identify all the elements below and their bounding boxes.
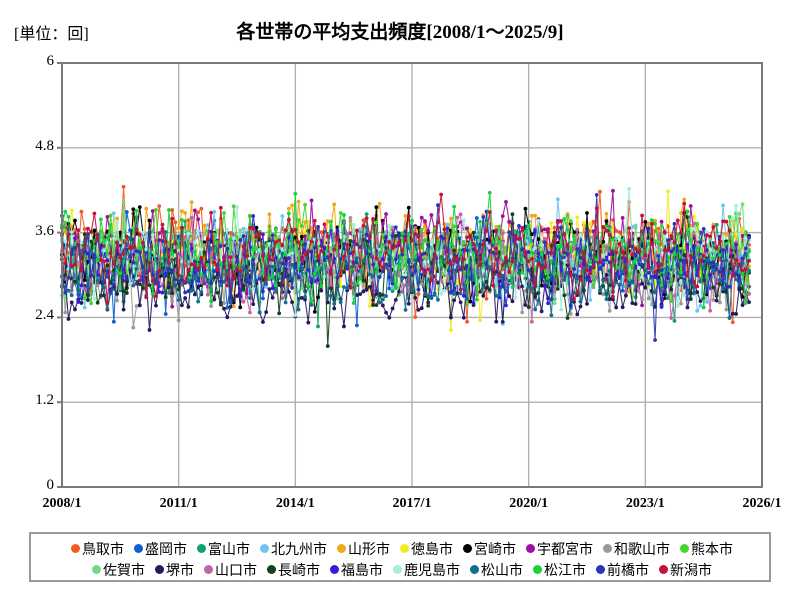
x-tick-label: 2020/1	[509, 496, 549, 511]
y-tick-label: 0	[46, 477, 55, 493]
legend-marker-icon	[197, 544, 206, 553]
legend-label: 徳島市	[411, 540, 453, 557]
legend-item[interactable]: 盛岡市	[134, 539, 187, 559]
legend-label: 福島市	[341, 561, 383, 578]
legend-marker-icon	[533, 565, 542, 574]
legend-label: 前橋市	[607, 561, 649, 578]
x-tick-label: 2014/1	[275, 496, 315, 511]
legend-marker-icon	[260, 544, 269, 553]
legend-marker-icon	[470, 565, 479, 574]
legend-label: 山形市	[348, 540, 390, 557]
legend-item[interactable]: 宇都宮市	[526, 539, 593, 559]
legend-marker-icon	[526, 544, 535, 553]
legend-item[interactable]: 福島市	[330, 560, 383, 580]
y-tick-label: 1.2	[35, 392, 54, 409]
legend-label: 和歌山市	[614, 540, 670, 557]
legend-item[interactable]: 和歌山市	[603, 539, 670, 559]
legend-label: 鳥取市	[82, 540, 124, 557]
legend-item[interactable]: 堺市	[155, 560, 194, 580]
legend-item[interactable]: 前橋市	[596, 560, 649, 580]
legend-label: 盛岡市	[145, 540, 187, 557]
x-tick-label: 2008/1	[42, 496, 82, 511]
legend-marker-icon	[680, 544, 689, 553]
series-19	[60, 192, 751, 305]
legend-marker-icon	[267, 565, 276, 574]
legend-marker-icon	[400, 544, 409, 553]
legend-label: 富山市	[208, 540, 250, 557]
legend-item[interactable]: 鹿児島市	[393, 560, 460, 580]
legend-label: 宮崎市	[474, 540, 516, 557]
y-tick-label: 3.6	[35, 222, 54, 239]
legend-item[interactable]: 富山市	[197, 539, 250, 559]
legend-marker-icon	[393, 565, 402, 574]
legend-item[interactable]: 山口市	[204, 560, 257, 580]
legend-label: 熊本市	[691, 540, 733, 557]
legend-marker-icon	[603, 544, 612, 553]
legend-label: 松江市	[544, 561, 586, 578]
legend-label: 宇都宮市	[537, 540, 593, 557]
legend-marker-icon	[155, 565, 164, 574]
legend-marker-icon	[596, 565, 605, 574]
y-tick-label: 2.4	[35, 307, 54, 324]
y-tick-label: 4.8	[35, 137, 54, 154]
legend-item[interactable]: 宮崎市	[463, 539, 516, 559]
legend-row-2: 佐賀市 堺市 山口市 長崎市 福島市 鹿児島市 松山市 松江市 前橋市 新潟市	[31, 559, 773, 580]
legend-marker-icon	[337, 544, 346, 553]
legend-label: 新潟市	[670, 561, 712, 578]
y-tick-label: 6	[46, 53, 55, 69]
legend-item[interactable]: 山形市	[337, 539, 390, 559]
legend-marker-icon	[134, 544, 143, 553]
plot-svg	[57, 62, 763, 488]
x-tick-label: 2026/1	[742, 496, 782, 511]
legend-label: 山口市	[215, 561, 257, 578]
legend-label: 堺市	[166, 561, 194, 578]
legend-marker-icon	[71, 544, 80, 553]
legend-item[interactable]: 新潟市	[659, 560, 712, 580]
legend-item[interactable]: 熊本市	[680, 539, 733, 559]
unit-label: [単位：回]	[14, 26, 89, 43]
legend-marker-icon	[330, 565, 339, 574]
legend-label: 北九州市	[271, 540, 327, 557]
legend-label: 鹿児島市	[404, 561, 460, 578]
chart-legend: 鳥取市 盛岡市 富山市 北九州市 山形市 徳島市 宮崎市 宇都宮市 和歌山市 熊本市 佐賀市 堺市 山…	[29, 532, 771, 582]
x-tick-label: 2023/1	[625, 496, 665, 511]
legend-marker-icon	[659, 565, 668, 574]
legend-item[interactable]: 松江市	[533, 560, 586, 580]
legend-label: 長崎市	[278, 561, 320, 578]
x-tick-label: 2017/1	[392, 496, 432, 511]
legend-item[interactable]: 徳島市	[400, 539, 453, 559]
legend-marker-icon	[204, 565, 213, 574]
legend-label: 松山市	[481, 561, 523, 578]
legend-label: 佐賀市	[103, 561, 145, 578]
chart-title: 各世帯の平均支出頻度[2008/1～2025/9]	[236, 22, 564, 43]
legend-item[interactable]: 北九州市	[260, 539, 327, 559]
legend-marker-icon	[463, 544, 472, 553]
legend-item[interactable]: 佐賀市	[92, 560, 145, 580]
x-tick-label: 2011/1	[159, 496, 198, 511]
legend-item[interactable]: 長崎市	[267, 560, 320, 580]
legend-marker-icon	[92, 565, 101, 574]
legend-row-1: 鳥取市 盛岡市 富山市 北九州市 山形市 徳島市 宮崎市 宇都宮市 和歌山市 熊本市	[31, 538, 773, 559]
legend-item[interactable]: 松山市	[470, 560, 523, 580]
legend-item[interactable]: 鳥取市	[71, 539, 124, 559]
plot-area: 0 1.2 2.4 3.6 4.8 6 2008/1 2011/1 2014/1 2017/1 2…	[35, 53, 782, 511]
